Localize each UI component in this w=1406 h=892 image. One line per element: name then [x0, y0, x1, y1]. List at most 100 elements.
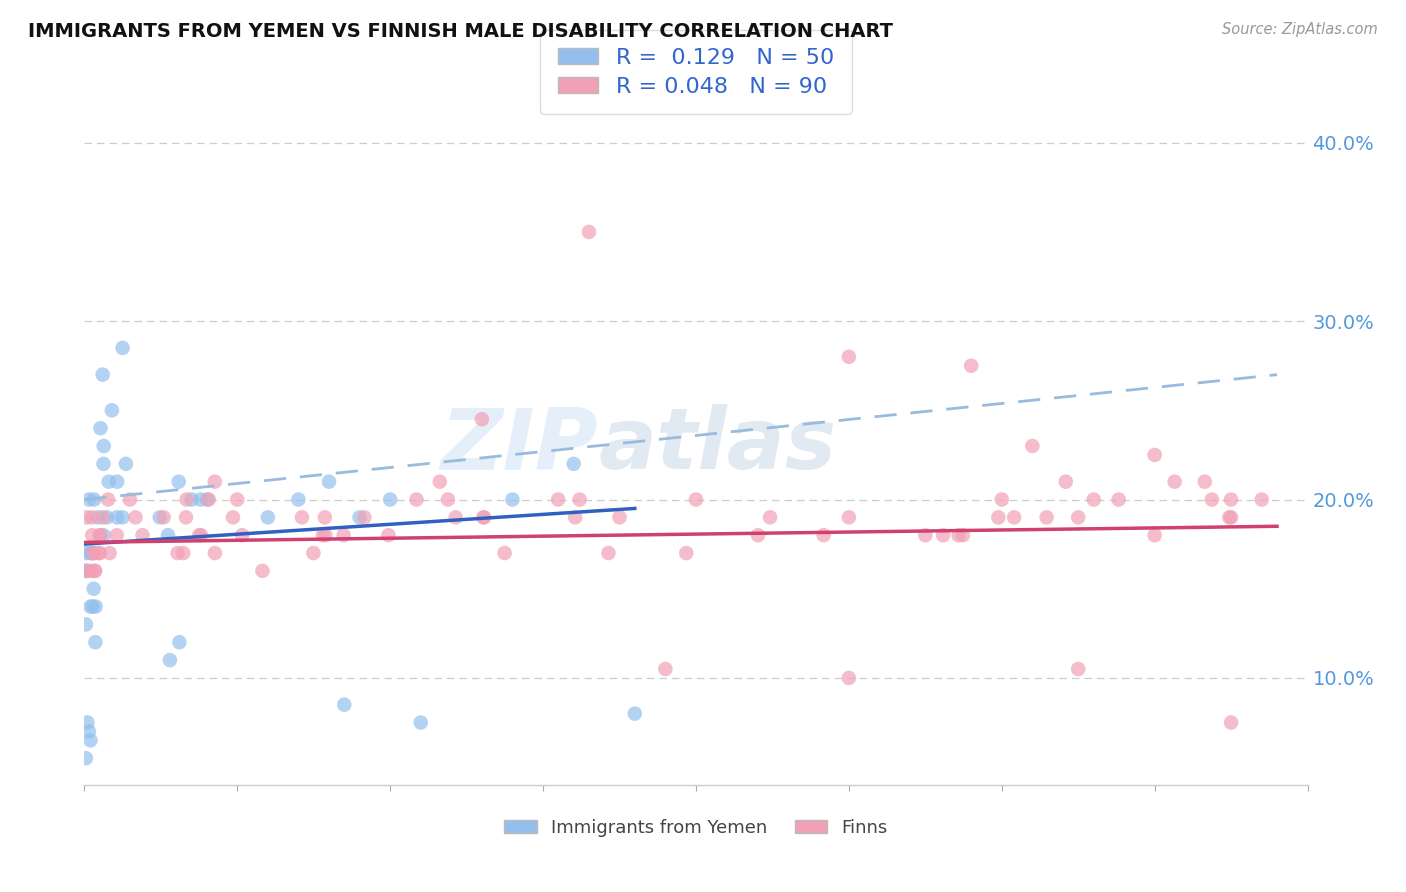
Point — [960, 359, 983, 373]
Point — [685, 492, 707, 507]
Point — [82, 528, 104, 542]
Point — [83, 492, 105, 507]
Point — [204, 475, 226, 489]
Point — [952, 528, 974, 542]
Point — [83, 564, 105, 578]
Point — [180, 492, 202, 507]
Point — [624, 706, 647, 721]
Point — [948, 528, 970, 542]
Point — [932, 528, 955, 542]
Point — [82, 546, 104, 560]
Point — [97, 475, 120, 489]
Point — [149, 510, 172, 524]
Point — [1220, 510, 1243, 524]
Point — [1201, 492, 1223, 507]
Point — [349, 510, 371, 524]
Point — [747, 528, 769, 542]
Point — [204, 546, 226, 560]
Point — [314, 528, 336, 542]
Point — [1194, 475, 1216, 489]
Point — [105, 528, 128, 542]
Point — [226, 492, 249, 507]
Point — [353, 510, 375, 524]
Point — [84, 635, 107, 649]
Point — [82, 599, 104, 614]
Point — [472, 510, 495, 524]
Point — [312, 528, 335, 542]
Point — [96, 510, 118, 524]
Point — [759, 510, 782, 524]
Point — [568, 492, 591, 507]
Point — [502, 492, 524, 507]
Point — [472, 510, 495, 524]
Point — [101, 403, 124, 417]
Point — [91, 510, 114, 524]
Point — [89, 528, 111, 542]
Point — [77, 492, 100, 507]
Point — [813, 528, 835, 542]
Point — [409, 715, 432, 730]
Point — [166, 546, 188, 560]
Point — [1220, 715, 1243, 730]
Text: IMMIGRANTS FROM YEMEN VS FINNISH MALE DISABILITY CORRELATION CHART: IMMIGRANTS FROM YEMEN VS FINNISH MALE DI… — [28, 22, 893, 41]
Point — [190, 492, 212, 507]
Point — [167, 475, 190, 489]
Point — [93, 457, 115, 471]
Point — [564, 510, 586, 524]
Point — [159, 653, 181, 667]
Point — [494, 546, 516, 560]
Point — [174, 510, 197, 524]
Point — [405, 492, 427, 507]
Point — [131, 528, 153, 542]
Point — [437, 492, 460, 507]
Text: ZIP: ZIP — [440, 404, 598, 488]
Point — [914, 528, 936, 542]
Point — [115, 457, 138, 471]
Point — [675, 546, 697, 560]
Point — [77, 724, 100, 739]
Point — [89, 528, 111, 542]
Text: Source: ZipAtlas.com: Source: ZipAtlas.com — [1222, 22, 1378, 37]
Point — [838, 671, 860, 685]
Point — [84, 564, 107, 578]
Point — [118, 492, 141, 507]
Point — [87, 546, 110, 560]
Point — [111, 510, 134, 524]
Point — [111, 341, 134, 355]
Point — [991, 492, 1014, 507]
Point — [152, 510, 174, 524]
Point — [76, 510, 98, 524]
Point — [76, 715, 98, 730]
Point — [838, 510, 860, 524]
Point — [91, 368, 114, 382]
Point — [89, 421, 111, 435]
Point — [1218, 510, 1240, 524]
Point — [314, 510, 336, 524]
Point — [302, 546, 325, 560]
Point — [176, 492, 198, 507]
Legend: Immigrants from Yemen, Finns: Immigrants from Yemen, Finns — [496, 812, 896, 844]
Point — [156, 528, 179, 542]
Point — [105, 510, 128, 524]
Point — [838, 350, 860, 364]
Point — [75, 564, 97, 578]
Point — [97, 492, 120, 507]
Point — [1250, 492, 1272, 507]
Point — [252, 564, 274, 578]
Point — [987, 510, 1010, 524]
Point — [547, 492, 569, 507]
Point — [287, 492, 309, 507]
Point — [80, 546, 103, 560]
Point — [98, 546, 121, 560]
Point — [83, 546, 105, 560]
Point — [1143, 448, 1166, 462]
Point — [80, 510, 103, 524]
Point — [80, 564, 103, 578]
Point — [1054, 475, 1077, 489]
Point — [318, 475, 340, 489]
Point — [83, 546, 105, 560]
Point — [79, 733, 101, 747]
Point — [84, 599, 107, 614]
Point — [332, 528, 354, 542]
Point — [93, 528, 115, 542]
